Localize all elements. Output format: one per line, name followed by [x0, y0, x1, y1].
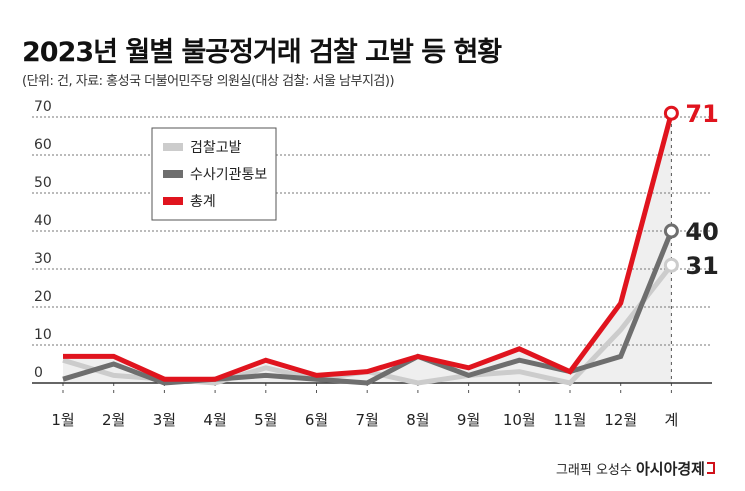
end-point-marker — [663, 223, 679, 239]
legend-swatch — [163, 143, 183, 151]
legend-label: 총계 — [190, 194, 216, 210]
x-tick-label: 9월 — [457, 411, 480, 429]
brand-mark-icon — [707, 462, 715, 474]
end-value-label: 71 — [685, 100, 718, 128]
y-tick-label: 70 — [34, 99, 52, 115]
y-tick-label: 40 — [34, 213, 52, 229]
x-tick-label: 1월 — [51, 411, 74, 429]
x-tick-label: 6월 — [305, 411, 328, 429]
x-tick-label: 2월 — [102, 411, 125, 429]
x-tick-label: 12월 — [604, 411, 637, 429]
y-tick-label: 60 — [34, 137, 52, 153]
end-value-label: 40 — [685, 218, 718, 246]
x-tick-label: 3월 — [153, 411, 176, 429]
legend-label: 수사기관통보 — [190, 167, 267, 183]
legend-swatch — [163, 197, 183, 205]
y-tick-label: 50 — [34, 175, 52, 191]
end-point-marker — [663, 105, 679, 121]
y-tick-label: 20 — [34, 289, 52, 305]
y-tick-label: 30 — [34, 251, 52, 267]
legend-swatch — [163, 170, 183, 178]
x-tick-label: 11월 — [554, 411, 587, 429]
x-tick-label: 10월 — [503, 411, 536, 429]
credit: 그래픽 오성수 아시아경제 — [556, 458, 715, 479]
chart-subtitle: (단위: 건, 자료: 홍성국 더불어민주당 의원실(대상 검찰: 서울 남부지… — [22, 74, 395, 89]
end-point-marker — [663, 257, 679, 273]
x-tick-label: 7월 — [356, 411, 379, 429]
series-line-총계 — [63, 112, 674, 382]
x-tick-label: 5월 — [254, 411, 277, 429]
y-tick-label: 0 — [34, 365, 43, 381]
legend-label: 검찰고발 — [190, 140, 242, 156]
x-tick-label: 계 — [664, 411, 678, 429]
total-area — [63, 113, 672, 383]
end-value-label: 31 — [685, 252, 718, 280]
x-tick-label: 8월 — [406, 411, 429, 429]
credit-label: 그래픽 오성수 — [555, 463, 632, 478]
brand-logo: 아시아경제 — [635, 460, 705, 478]
y-tick-label: 10 — [34, 327, 52, 343]
chart-title: 2023년 월별 불공정거래 검찰 고발 등 현황 — [22, 37, 502, 68]
x-tick-label: 4월 — [203, 411, 226, 429]
